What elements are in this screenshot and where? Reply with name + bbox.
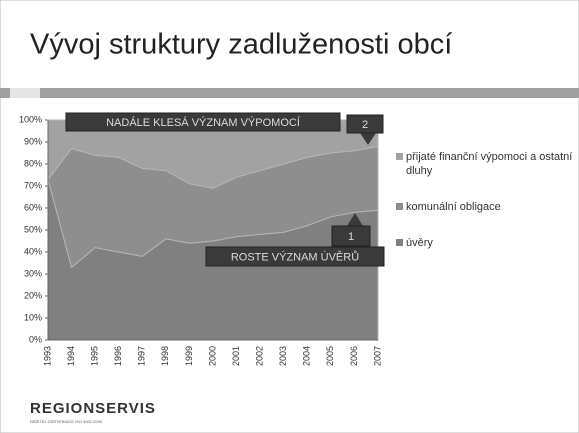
- y-tick-label: 0%: [29, 334, 42, 344]
- x-tick-label: 2002: [255, 346, 265, 366]
- x-tick-label: 2007: [372, 346, 382, 366]
- x-tick-label: 1998: [160, 346, 170, 366]
- x-tick-label: 2004: [302, 346, 312, 366]
- x-tick-label: 1996: [113, 346, 123, 366]
- x-tick-label: 1999: [184, 346, 194, 366]
- annotation-box: [331, 225, 371, 247]
- annotation-box: [205, 246, 385, 267]
- plot: 0% 10% 20% 30% 40% 50% 60% 70% 80% 90% 100% 1993 199…: [19, 112, 385, 366]
- y-tick-label: 60%: [24, 202, 42, 212]
- legend-swatch: [396, 239, 403, 246]
- legend-entry: přijaté finanční výpomoci a ostatní dluh…: [396, 150, 576, 178]
- title-band: [0, 88, 579, 98]
- y-tick-label: 90%: [24, 136, 42, 146]
- y-tick-label: 40%: [24, 246, 42, 256]
- y-tick-label: 100%: [19, 114, 42, 124]
- legend-swatch: [396, 203, 403, 210]
- x-tick-label: 2003: [278, 346, 288, 366]
- x-tick-label: 1993: [42, 346, 52, 366]
- y-tick-label: 20%: [24, 290, 42, 300]
- x-tick-label: 1995: [90, 346, 100, 366]
- legend-label: přijaté finanční výpomoci a ostatní dluh…: [406, 151, 573, 177]
- x-tick-label: 2000: [207, 346, 217, 366]
- annotation-box: [346, 114, 384, 134]
- y-tick-label: 80%: [24, 158, 42, 168]
- x-tick-label: 1997: [137, 346, 147, 366]
- legend: přijaté finanční výpomoci a ostatní dluh…: [396, 150, 576, 272]
- x-tick-label: 2006: [349, 346, 359, 366]
- legend-entry: úvěry: [396, 236, 576, 250]
- x-tick-label: 2001: [231, 346, 241, 366]
- y-tick-label: 10%: [24, 312, 42, 322]
- callout-arrow: [360, 133, 376, 145]
- x-tick-label: 1994: [66, 346, 76, 366]
- annotation: NADÁLE KLESÁ VÝZNAM VÝPOMOCÍ: [106, 116, 301, 129]
- callout-arrow: [347, 213, 363, 226]
- x-tick-label: 2005: [325, 346, 335, 366]
- legend-label: komunální obligace: [406, 201, 501, 213]
- legend-entry: komunální obligace: [396, 200, 576, 214]
- legend-swatch: [396, 153, 403, 160]
- annotation: 1: [348, 231, 354, 243]
- chart-title: Vývoj struktury zadluženosti obcí: [30, 29, 452, 61]
- y-tick-label: 50%: [24, 224, 42, 234]
- y-tick-label: 70%: [24, 180, 42, 190]
- annotation: 2: [362, 119, 368, 131]
- logo-tagline: DRŽITEL CERTIFIKACE ISO 9001:2000: [30, 419, 103, 424]
- annotation: ROSTE VÝZNAM ÚVĚRŮ: [231, 250, 359, 263]
- legend-label: úvěry: [406, 237, 433, 249]
- logo: REGIONSERVIS: [30, 400, 156, 417]
- y-tick-label: 30%: [24, 268, 42, 278]
- title-band-accent: [10, 88, 40, 98]
- annotation-box: [65, 112, 341, 132]
